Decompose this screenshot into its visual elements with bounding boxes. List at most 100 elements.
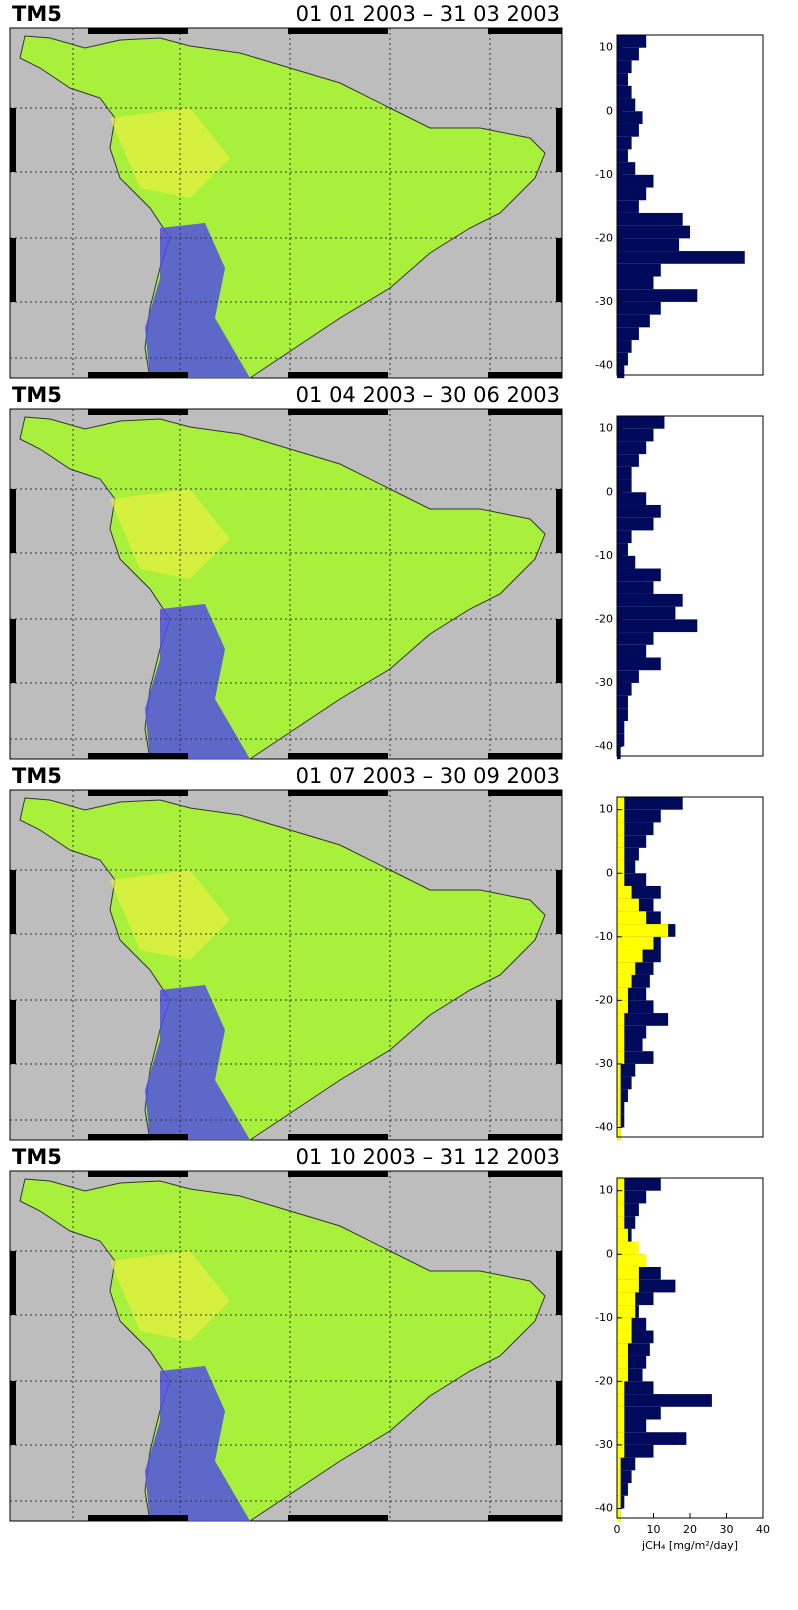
bar — [617, 1190, 625, 1204]
plot-frame — [616, 415, 764, 757]
bar — [617, 441, 647, 455]
period-label: 01 10 2003 – 31 12 2003 — [296, 1145, 560, 1169]
x-tick-label: 40 — [756, 1523, 770, 1536]
bar — [617, 1432, 687, 1445]
bar — [617, 1216, 625, 1229]
bar — [617, 123, 639, 137]
bar — [617, 416, 665, 429]
bar — [617, 225, 690, 239]
y-tick-label: -20 — [595, 231, 613, 244]
bar — [617, 746, 621, 760]
bar — [617, 1266, 639, 1280]
bar — [617, 1063, 621, 1077]
model-label: TM5 — [12, 764, 62, 788]
y-tick-label: -10 — [595, 1311, 613, 1324]
bar — [617, 136, 632, 150]
x-tick-label: 30 — [720, 1523, 734, 1536]
map — [9, 1170, 563, 1522]
bar — [617, 1089, 621, 1103]
x-tick-label: 0 — [614, 1523, 621, 1536]
bar — [617, 276, 654, 290]
y-tick-label: -20 — [595, 993, 613, 1006]
bar — [617, 1381, 625, 1395]
bar — [617, 1228, 628, 1242]
y-tick-label: -10 — [595, 549, 613, 562]
bar — [617, 593, 683, 607]
bar — [617, 670, 639, 683]
model-label: TM5 — [12, 1145, 62, 1169]
y-tick-label: -30 — [595, 295, 613, 308]
bar — [617, 619, 698, 633]
bar — [617, 708, 628, 722]
bar — [617, 1343, 628, 1356]
bar — [617, 263, 661, 277]
bar — [617, 1444, 625, 1458]
bar — [617, 733, 625, 747]
y-tick-label: 10 — [599, 422, 613, 435]
bar — [617, 1457, 621, 1471]
bar — [617, 365, 625, 379]
x-tick-label: 10 — [647, 1523, 661, 1536]
bar — [617, 1483, 628, 1496]
map — [9, 789, 563, 1141]
bar — [617, 1368, 628, 1382]
plot-frame — [616, 34, 764, 376]
bar — [617, 1495, 621, 1509]
bar — [617, 1203, 625, 1217]
bar — [617, 162, 636, 175]
bar — [617, 73, 628, 86]
period-label: 01 04 2003 – 30 06 2003 — [296, 383, 560, 407]
bar — [617, 289, 698, 302]
bar — [617, 1013, 669, 1026]
y-tick-label: -30 — [595, 676, 613, 689]
bar — [617, 1483, 621, 1496]
bar — [617, 1241, 639, 1255]
bar — [617, 936, 654, 950]
bar — [617, 60, 632, 74]
y-tick-label: -40 — [595, 358, 613, 371]
bar — [617, 1381, 654, 1395]
bar — [617, 962, 636, 975]
bar — [617, 1394, 712, 1407]
y-tick-label: -20 — [595, 612, 613, 625]
bar — [617, 1038, 625, 1052]
bar — [617, 1013, 625, 1026]
y-tick-label: -40 — [595, 739, 613, 752]
y-tick-label: -30 — [595, 1057, 613, 1070]
bar — [617, 200, 639, 213]
bar — [617, 1317, 632, 1331]
map — [9, 27, 563, 379]
bar — [617, 1279, 639, 1293]
y-tick-label: 0 — [606, 104, 613, 117]
bar — [617, 1432, 625, 1445]
y-tick-label: -10 — [595, 930, 613, 943]
bar — [617, 1102, 621, 1115]
y-tick-label: -40 — [595, 1501, 613, 1514]
bar — [617, 974, 632, 988]
bar — [617, 47, 639, 61]
bar — [617, 1508, 621, 1522]
period-label: 01 01 2003 – 31 03 2003 — [296, 2, 560, 26]
bar — [617, 1076, 621, 1090]
bar — [617, 949, 643, 963]
bar — [617, 504, 661, 518]
bar — [617, 695, 628, 709]
bar — [617, 1051, 654, 1064]
bar — [617, 632, 654, 645]
bar — [617, 212, 683, 226]
bar — [617, 1406, 625, 1420]
map — [9, 408, 563, 760]
x-tick-label: 20 — [683, 1523, 697, 1536]
bar — [617, 98, 636, 112]
y-tick-label: 0 — [606, 485, 613, 498]
bar — [617, 428, 654, 442]
bar — [617, 1444, 654, 1458]
bar — [617, 555, 636, 569]
bar — [617, 1292, 636, 1306]
bar — [617, 987, 628, 1001]
model-label: TM5 — [12, 2, 62, 26]
bar — [617, 454, 639, 467]
bar — [617, 174, 654, 188]
bar — [617, 1254, 647, 1267]
